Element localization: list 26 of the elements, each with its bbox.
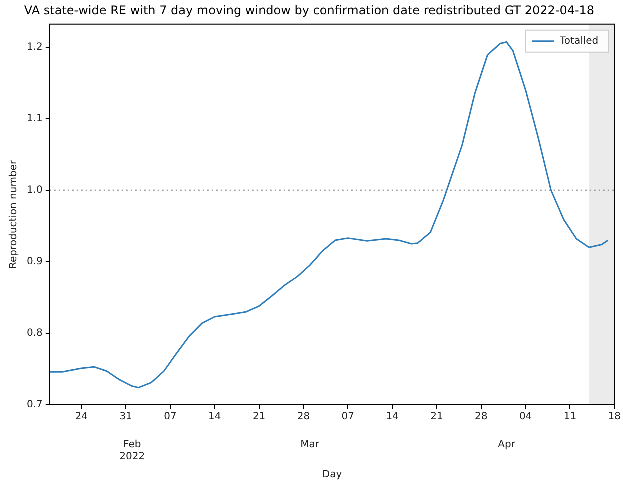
y-tick-label: 1.2 xyxy=(26,42,43,53)
chart-title: VA state-wide RE with 7 day moving window by confirmation date redistributed GT 2022-04-18 xyxy=(24,3,595,18)
x-tick-label: 24 xyxy=(75,412,88,423)
x-axis-title: Day xyxy=(322,470,342,481)
y-tick-label: 0.8 xyxy=(26,328,43,340)
x-tick-label: 07 xyxy=(342,412,354,423)
x-tick-label: 11 xyxy=(564,412,577,423)
y-tick-label: 0.7 xyxy=(26,400,43,411)
x-tick-label: 14 xyxy=(208,412,222,423)
x-tick-label: 28 xyxy=(297,412,310,423)
x-tick-label: 31 xyxy=(120,412,132,423)
y-axis-title: Reproduction number xyxy=(8,160,20,269)
x2-tick-label: Apr xyxy=(498,440,516,451)
x2-tick-label: Mar xyxy=(300,440,320,451)
y-tick-label: 1.1 xyxy=(26,113,43,124)
x-tick-label: 07 xyxy=(164,412,177,423)
y-tick-label: 1.0 xyxy=(26,184,43,196)
x-tick-label: 28 xyxy=(475,412,488,423)
x-tick-label: 21 xyxy=(430,412,444,423)
legend-label: Totalled xyxy=(559,36,599,47)
x2-tick-label: Feb 2022 xyxy=(120,440,146,463)
x-tick-label: 14 xyxy=(386,412,399,423)
x-tick-label: 21 xyxy=(252,412,266,423)
y-tick-label: 0.9 xyxy=(26,256,43,268)
x-tick-label: 04 xyxy=(519,412,532,423)
x-tick-label: 18 xyxy=(608,412,622,423)
